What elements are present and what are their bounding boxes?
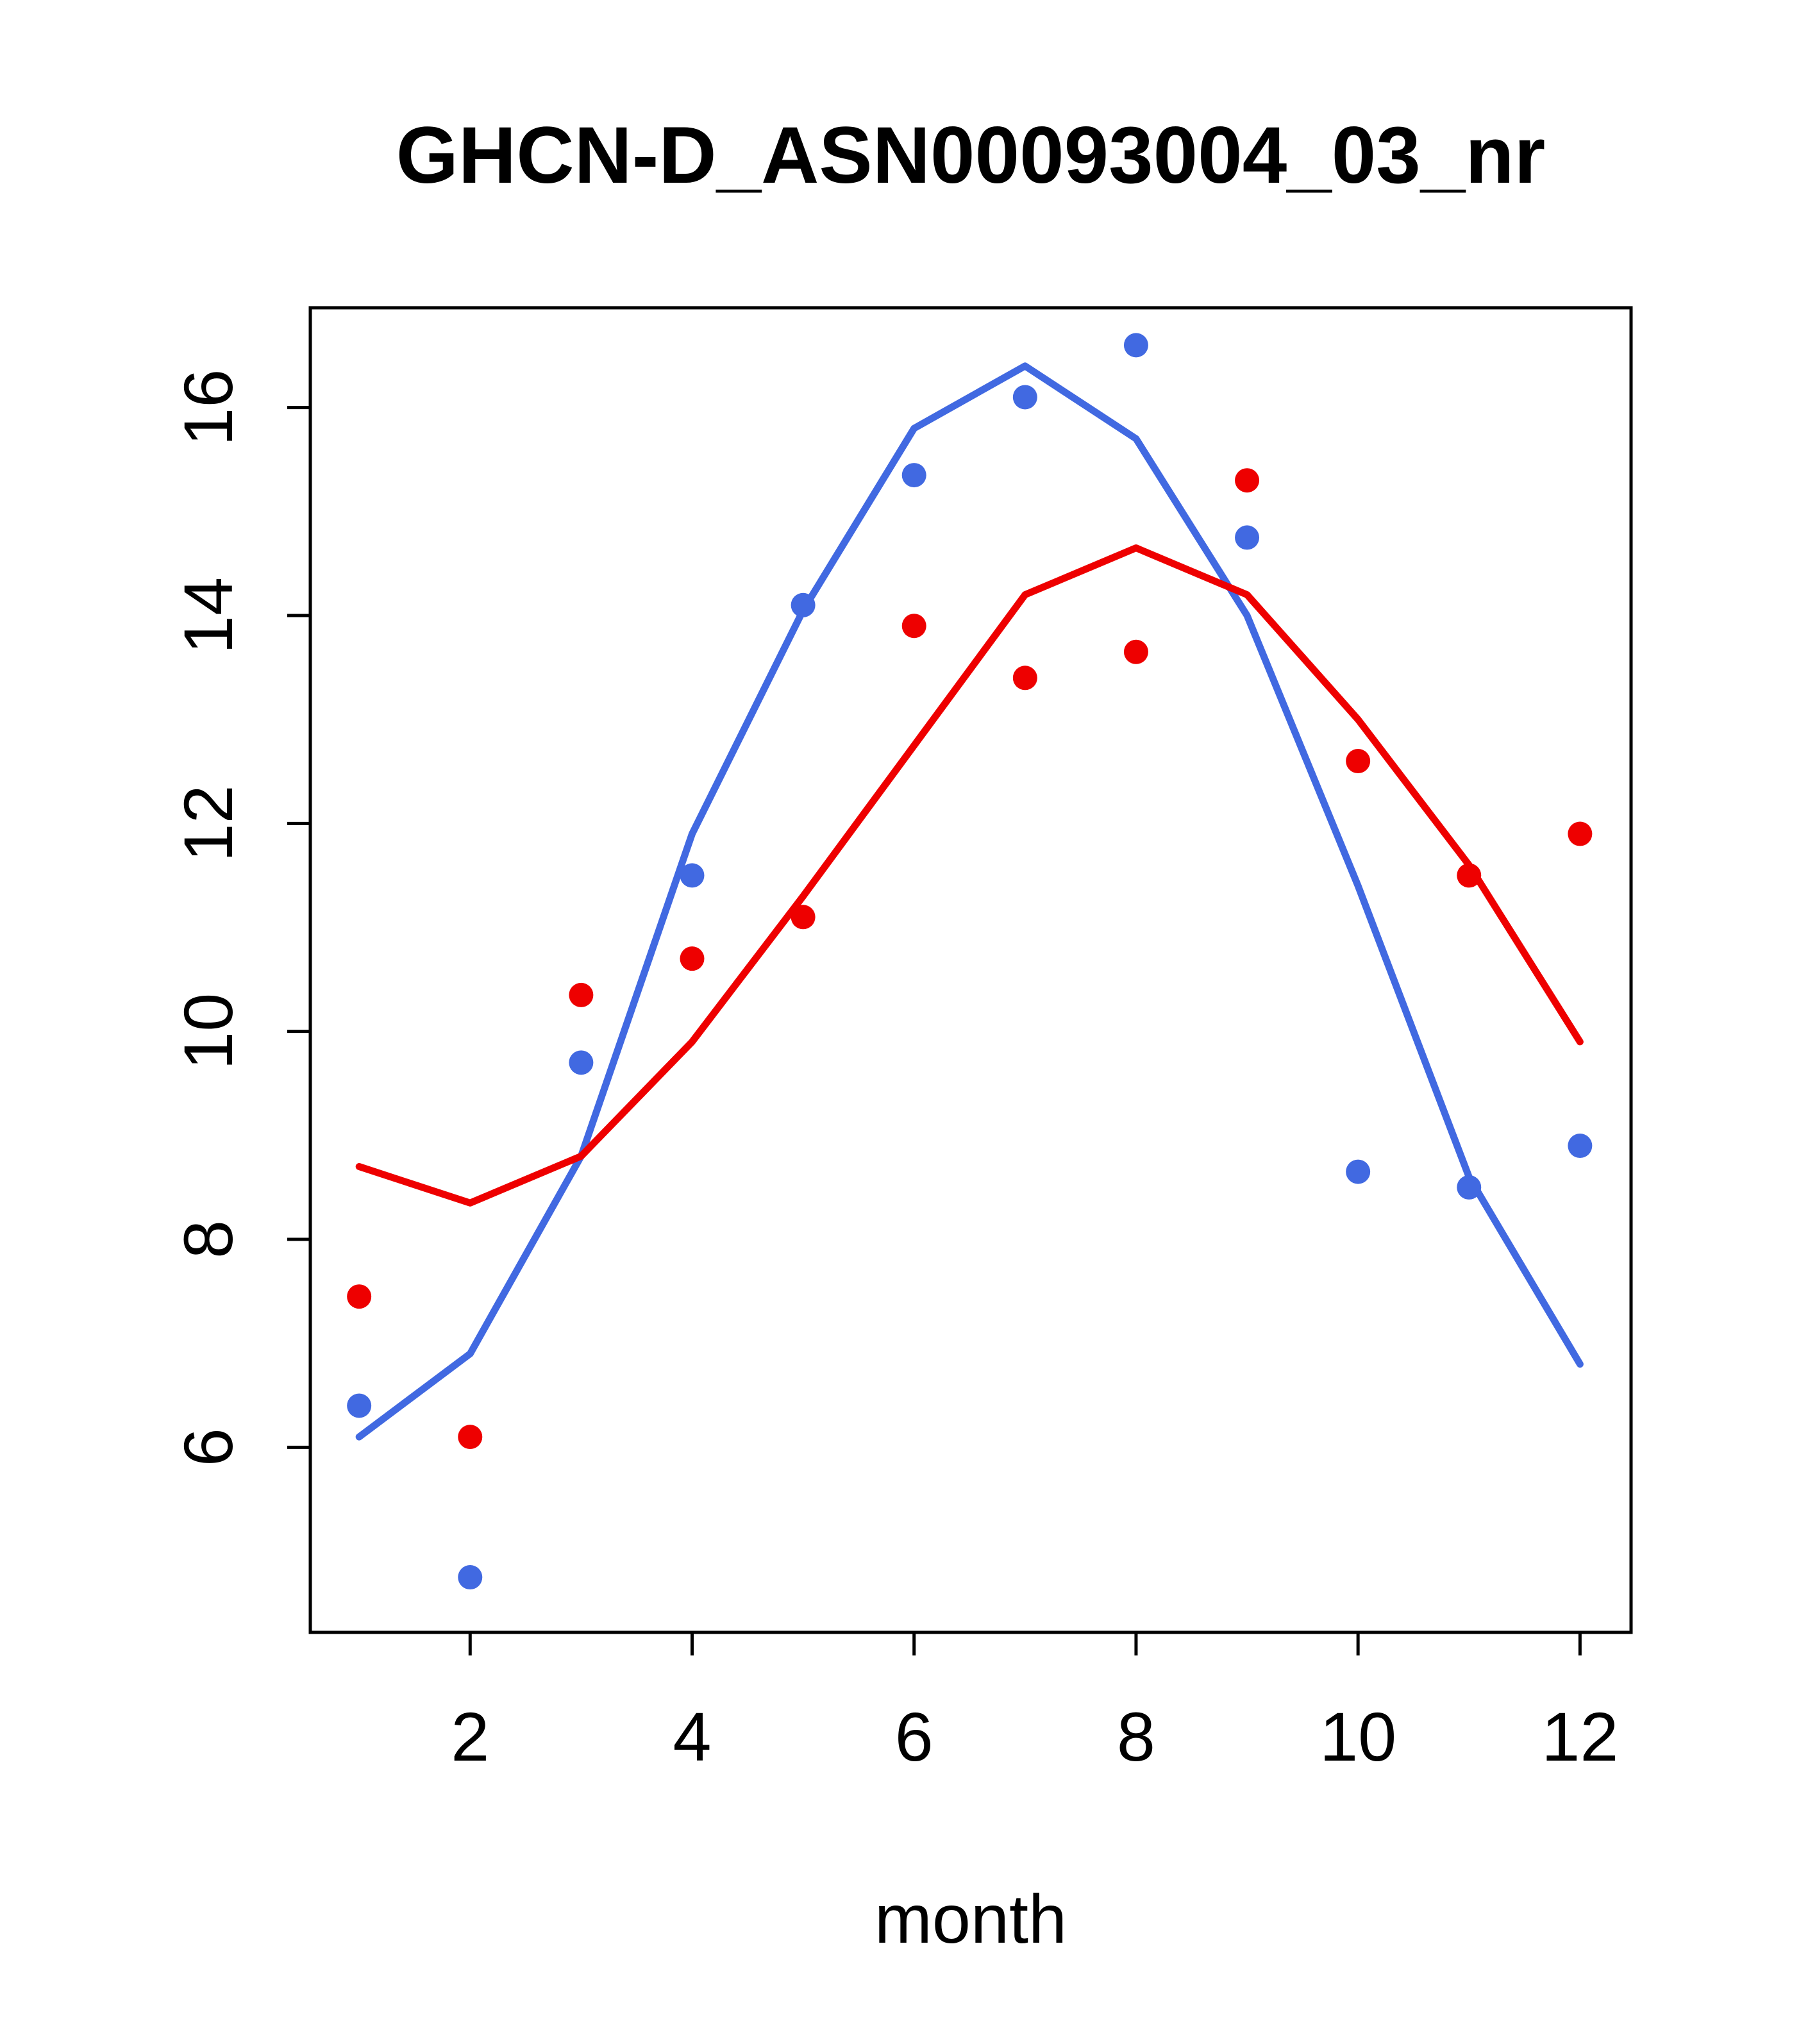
x-tick-label: 2 [451, 1698, 489, 1775]
series2-points-point [458, 1425, 483, 1450]
series2-points-point [1457, 863, 1482, 888]
series1-points-point [347, 1393, 372, 1418]
series1-points-point [569, 1050, 594, 1075]
series1-points-point [1123, 333, 1148, 358]
plot-area: 2 4 6 8 10 12 6 8 10 12 14 16 [169, 306, 1633, 1775]
plot-border [308, 306, 1633, 1634]
x-axis-title: month [875, 1880, 1067, 1957]
series2-smoothed-line [355, 544, 1584, 1207]
series1-points-point [1235, 525, 1260, 550]
series2-points-point [901, 614, 926, 639]
x-tick-label: 6 [895, 1698, 934, 1775]
x-tick-label: 12 [1541, 1698, 1618, 1775]
y-tick-label: 6 [169, 1428, 247, 1466]
series1-points-point [458, 1565, 483, 1590]
series1-points-point [1012, 385, 1037, 410]
y-tick-label: 16 [169, 369, 247, 446]
y-tick-label: 14 [169, 577, 247, 654]
y-tick-label: 12 [169, 785, 247, 862]
series1-points-point [901, 463, 926, 488]
chart-title: GHCN-D_ASN00093004_03_nr [396, 111, 1546, 200]
series1-points-point [680, 863, 705, 888]
x-tick-label: 4 [673, 1698, 711, 1775]
x-tick-label: 10 [1319, 1698, 1396, 1775]
series1-points-point [791, 592, 816, 617]
y-tick-label: 10 [169, 993, 247, 1070]
series2-points-point [1235, 468, 1260, 493]
series2-points-point [1568, 821, 1593, 846]
series1-points-point [1457, 1175, 1482, 1200]
series2-points-point [569, 982, 594, 1007]
series1-points-point [1568, 1134, 1593, 1159]
series2-points-point [1346, 749, 1371, 774]
series1-points-point [1346, 1159, 1371, 1184]
series2-points-point [791, 905, 816, 930]
y-tick-label: 8 [169, 1220, 247, 1259]
series1-smoothed-line [355, 362, 1584, 1441]
x-tick-label: 8 [1117, 1698, 1155, 1775]
series2-points-point [1123, 639, 1148, 664]
series2-points-point [1012, 666, 1037, 691]
series2-points-point [347, 1284, 372, 1309]
series2-points-point [680, 946, 705, 971]
